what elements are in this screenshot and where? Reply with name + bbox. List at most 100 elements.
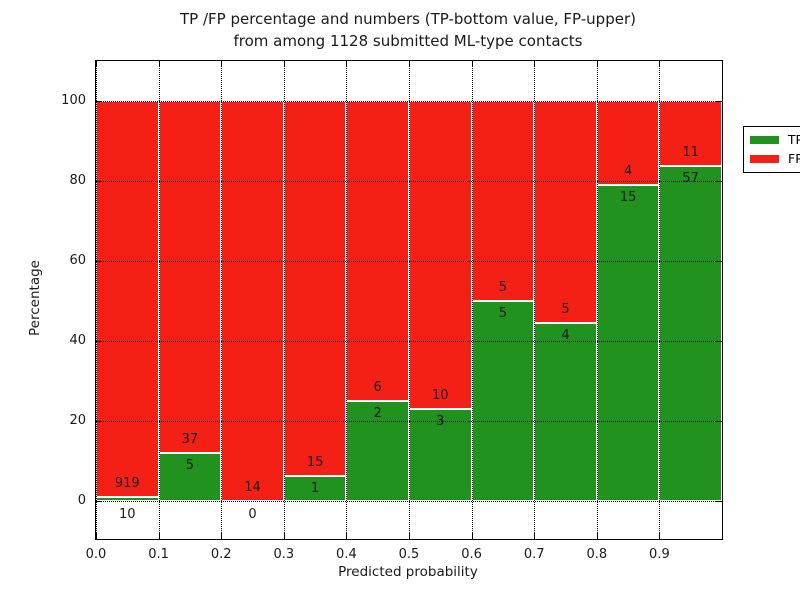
bar-tp-count-label: 5 (185, 458, 195, 474)
gridline-horizontal (96, 341, 722, 342)
gridline-vertical (534, 61, 536, 539)
y-tick-mark-right (716, 501, 722, 502)
bar-tp-count-label: 15 (619, 190, 637, 206)
x-tick-mark-bottom (659, 533, 661, 539)
gridline-vertical (283, 61, 285, 539)
bar-fp-count-label: 919 (114, 475, 140, 491)
gridline-horizontal (96, 501, 722, 502)
x-tick-mark-bottom (471, 533, 473, 539)
x-tick-mark-top (346, 61, 348, 67)
gridline-horizontal (96, 101, 722, 102)
bar-fp-count-label: 5 (561, 302, 570, 318)
bar-tp-count-label: 4 (561, 328, 570, 344)
gridline-vertical (346, 61, 348, 539)
gridline-vertical (471, 61, 473, 539)
x-tick-mark-top (409, 61, 410, 67)
legend-item-fp: FP (750, 152, 800, 166)
x-tick-mark-top (221, 61, 223, 67)
bar-fp-segment (96, 101, 159, 497)
x-tick-label: 0.6 (461, 547, 482, 562)
x-tick-label: 0.5 (398, 547, 420, 562)
gridline-horizontal (96, 261, 722, 262)
x-tick-mark-top (283, 61, 285, 67)
y-tick-mark-left (96, 181, 102, 182)
x-tick-mark-bottom (283, 533, 285, 539)
x-tick-label: 0.2 (210, 547, 232, 562)
x-tick-mark-bottom (596, 533, 598, 539)
x-tick-mark-bottom (158, 533, 160, 539)
x-tick-mark-bottom (534, 533, 536, 539)
gridline-vertical (158, 61, 160, 539)
bar-fp-segment (409, 101, 472, 409)
x-tick-mark-bottom (221, 533, 223, 539)
y-tick-mark-right (716, 421, 722, 422)
chart-title-line2: from among 1128 submitted ML-type contac… (233, 32, 583, 50)
y-tick-mark-right (716, 181, 722, 182)
bar-tp-segment (659, 165, 722, 501)
bar-tp-count-label: 1 (310, 481, 320, 496)
plot-area: TP FP 919 10 37 5 14 0 15 1 6 2 10 3 5 5 5 4 4 15 11 57 0.0 0… (61, 60, 800, 562)
x-tick-label: 0.3 (273, 547, 295, 562)
bar-fp-segment (283, 101, 347, 476)
y-tick-label: 100 (61, 93, 86, 108)
bar-fp-count-label: 14 (244, 480, 261, 495)
chart-title-line1: TP /FP percentage and numbers (TP-bottom… (180, 10, 636, 28)
x-tick-label: 0.0 (85, 547, 107, 562)
legend: TP FP (743, 126, 800, 173)
y-tick-mark-left (96, 421, 102, 422)
x-tick-label: 0.1 (148, 547, 169, 562)
bar-tp-count-label: 3 (436, 413, 445, 429)
bar-fp-count-label: 10 (432, 387, 449, 403)
gridline-vertical (221, 61, 223, 539)
bar-fp-segment (659, 101, 722, 166)
bar-fp-segment (471, 101, 535, 301)
x-tick-label: 0.4 (336, 547, 357, 562)
bar-tp-segment (596, 185, 660, 501)
x-tick-mark-bottom (346, 533, 348, 539)
gridline-vertical (96, 61, 97, 539)
bar-fp-segment (158, 101, 222, 454)
bar-fp-segment (346, 101, 409, 401)
bar-fp-count-label: 5 (498, 280, 508, 295)
bar-tp-count-label: 57 (682, 170, 699, 186)
gridline-vertical (596, 61, 598, 539)
bar-fp-count-label: 37 (181, 432, 199, 448)
bar-tp-segment (471, 301, 535, 501)
bar-fp-segment (534, 101, 597, 324)
x-tick-label: 0.7 (523, 547, 545, 562)
y-tick-label: 80 (69, 173, 86, 188)
y-tick-mark-left (96, 101, 102, 102)
legend-swatch-tp-icon (750, 135, 779, 144)
y-tick-label: 60 (69, 253, 86, 268)
x-tick-mark-top (534, 61, 536, 67)
bar-tp-segment (346, 401, 409, 501)
y-tick-label: 0 (77, 493, 86, 508)
bar-tp-count-label: 2 (373, 406, 382, 421)
y-tick-mark-right (716, 261, 722, 262)
x-tick-mark-top (471, 61, 473, 67)
y-tick-label: 20 (69, 413, 86, 428)
y-tick-label: 40 (69, 333, 86, 348)
bar-fp-count-label: 4 (623, 164, 633, 180)
x-tick-label: 0.8 (586, 547, 608, 562)
x-tick-label: 0.9 (649, 547, 670, 562)
legend-item-tp: TP (750, 131, 800, 147)
bar-fp-count-label: 6 (373, 380, 382, 395)
x-tick-mark-top (96, 61, 97, 67)
y-tick-mark-left (96, 261, 102, 262)
gridline-horizontal (96, 181, 722, 182)
y-tick-mark-left (96, 501, 102, 502)
bar-tp-count-label: 5 (498, 306, 508, 321)
gridline-vertical (659, 61, 661, 539)
bar-fp-count-label: 11 (682, 144, 699, 160)
x-axis-label: Predicted probability (338, 564, 478, 580)
legend-label-fp: FP (788, 151, 800, 167)
bar-fp-count-label: 15 (306, 455, 324, 470)
legend-label-tp: TP (787, 131, 800, 147)
legend-swatch-fp-icon (750, 155, 779, 164)
y-tick-mark-left (96, 341, 102, 342)
bar-tp-segment (158, 453, 222, 501)
bar-tp-segment (534, 323, 597, 501)
bar-tp-count-label: 10 (119, 507, 136, 522)
